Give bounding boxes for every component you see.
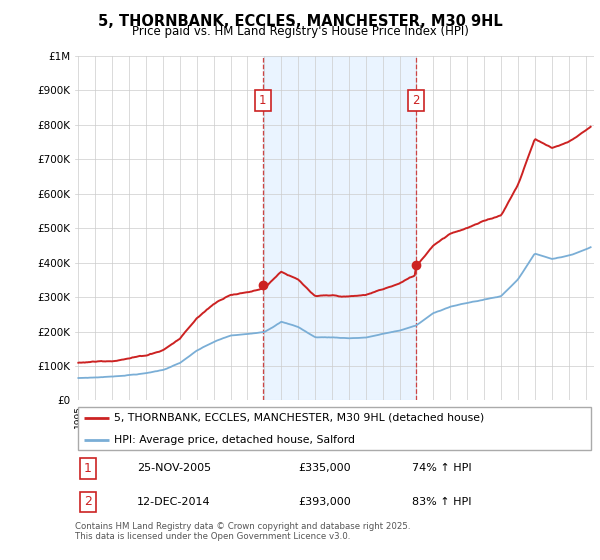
Text: 5, THORNBANK, ECCLES, MANCHESTER, M30 9HL: 5, THORNBANK, ECCLES, MANCHESTER, M30 9H… bbox=[98, 14, 502, 29]
Text: 74% ↑ HPI: 74% ↑ HPI bbox=[412, 464, 472, 473]
Text: £393,000: £393,000 bbox=[298, 497, 351, 507]
Text: 83% ↑ HPI: 83% ↑ HPI bbox=[412, 497, 472, 507]
Text: HPI: Average price, detached house, Salford: HPI: Average price, detached house, Salf… bbox=[114, 435, 355, 445]
Text: 2: 2 bbox=[412, 94, 419, 108]
Text: £335,000: £335,000 bbox=[298, 464, 351, 473]
Text: Contains HM Land Registry data © Crown copyright and database right 2025.
This d: Contains HM Land Registry data © Crown c… bbox=[75, 522, 410, 542]
Text: Price paid vs. HM Land Registry's House Price Index (HPI): Price paid vs. HM Land Registry's House … bbox=[131, 25, 469, 38]
Text: 1: 1 bbox=[84, 462, 92, 475]
Text: 25-NOV-2005: 25-NOV-2005 bbox=[137, 464, 211, 473]
FancyBboxPatch shape bbox=[77, 407, 592, 450]
Text: 12-DEC-2014: 12-DEC-2014 bbox=[137, 497, 211, 507]
Text: 5, THORNBANK, ECCLES, MANCHESTER, M30 9HL (detached house): 5, THORNBANK, ECCLES, MANCHESTER, M30 9H… bbox=[114, 413, 484, 423]
Text: 1: 1 bbox=[259, 94, 266, 108]
Bar bbox=[263, 56, 416, 400]
Text: 2: 2 bbox=[84, 496, 92, 508]
